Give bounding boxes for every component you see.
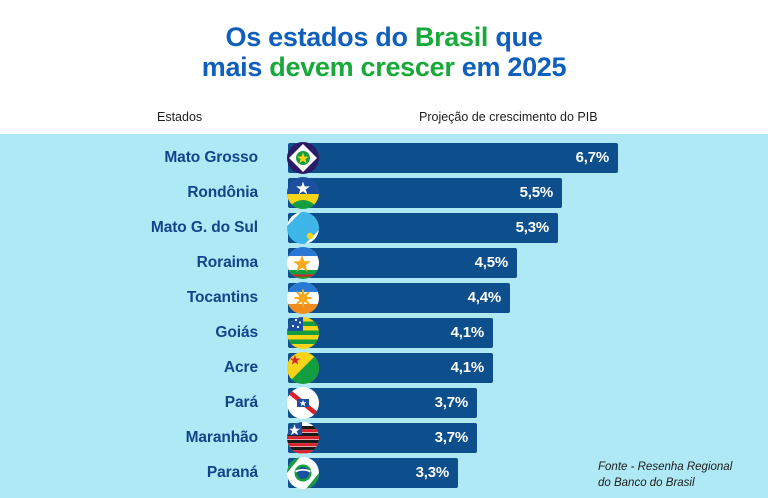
state-name-label: Paraná xyxy=(206,464,258,481)
bar-container: 3,3% xyxy=(287,457,458,489)
table-row: Paraná 3,3% xyxy=(0,457,768,489)
table-row: Maranhão 3,7% xyxy=(0,422,768,454)
bar-value-label: 3,3% xyxy=(415,464,450,481)
state-name-label: Acre xyxy=(223,359,258,376)
rondonia-flag-icon xyxy=(287,177,319,209)
state-name-label: Mato Grosso xyxy=(164,149,258,166)
bar-container: 5,3% xyxy=(287,212,558,244)
source-line-1: Fonte - Resenha Regional xyxy=(598,461,733,473)
state-name-label: Mato G. do Sul xyxy=(150,219,258,236)
table-row: Tocantins 4,4% xyxy=(0,282,768,314)
bar-segment: 4,4% xyxy=(288,283,510,313)
table-row: Pará 3,7% xyxy=(0,387,768,419)
title-line-2: mais devem crescer em 2025 xyxy=(0,52,768,82)
column-header-projection: Projeção de crescimento do PIB xyxy=(419,110,598,124)
title-text-3: mais xyxy=(201,52,270,83)
state-name-label: Tocantins xyxy=(186,289,258,306)
state-name-label: Roraima xyxy=(196,254,258,271)
column-header-states: Estados xyxy=(157,110,203,124)
acre-flag-icon xyxy=(287,352,319,384)
bar-segment: 3,7% xyxy=(288,423,477,453)
source-line-2: do Banco do Brasil xyxy=(598,476,695,489)
bar-value-label: 4,1% xyxy=(450,324,485,341)
bar-value-label: 3,7% xyxy=(434,394,469,411)
table-row: Goiás 4,1% xyxy=(0,317,768,349)
state-name-label: Goiás xyxy=(215,324,258,341)
para-flag-icon xyxy=(287,387,319,419)
bar-segment: 4,5% xyxy=(288,248,517,278)
table-row: Mato Grosso 6,7% xyxy=(0,142,768,174)
table-row: Acre 4,1% xyxy=(0,352,768,384)
bar-value-label: 5,3% xyxy=(515,219,550,236)
title-line-1: Os estados do Brasil que xyxy=(0,22,768,52)
bar-segment: 4,1% xyxy=(288,353,493,383)
table-row: Mato G. do Sul 5,3% xyxy=(0,212,768,244)
bar-segment: 6,7% xyxy=(288,143,618,173)
title-text-1: Os estados do xyxy=(225,22,415,52)
bar-container: 6,7% xyxy=(287,142,618,174)
bar-segment: 4,1% xyxy=(288,318,493,348)
bar-container: 4,1% xyxy=(287,352,493,384)
bar-value-label: 5,5% xyxy=(519,184,554,201)
bar-container: 4,4% xyxy=(287,282,510,314)
title-text-2: que xyxy=(488,22,543,52)
state-name-label: Rondônia xyxy=(187,184,258,201)
parana-flag-icon xyxy=(287,457,319,489)
bar-value-label: 6,7% xyxy=(575,149,610,166)
bar-segment: 5,5% xyxy=(288,178,562,208)
bar-value-label: 4,4% xyxy=(467,289,502,306)
table-row: Rondônia 5,5% xyxy=(0,177,768,209)
bar-value-label: 3,7% xyxy=(434,429,469,446)
bar-container: 4,5% xyxy=(287,247,517,279)
title-highlight-devem-crescer: devem crescer xyxy=(269,52,455,83)
state-name-label: Pará xyxy=(224,394,258,411)
tocantins-flag-icon xyxy=(287,282,319,314)
bar-container: 5,5% xyxy=(287,177,562,209)
bar-segment: 3,7% xyxy=(288,388,477,418)
maranhao-flag-icon xyxy=(287,422,319,454)
source-note: Fonte - Resenha Regional do Banco do Bra… xyxy=(598,460,763,492)
bar-container: 3,7% xyxy=(287,387,477,419)
mato-grosso-flag-icon xyxy=(287,142,319,174)
bar-container: 4,1% xyxy=(287,317,493,349)
bar-container: 3,7% xyxy=(287,422,477,454)
bar-value-label: 4,5% xyxy=(474,254,509,271)
goias-flag-icon xyxy=(287,317,319,349)
roraima-flag-icon xyxy=(287,247,319,279)
title-highlight-brasil: Brasil xyxy=(414,22,489,52)
page-title: Os estados do Brasil que mais devem cres… xyxy=(0,22,768,82)
state-name-label: Maranhão xyxy=(185,429,259,446)
mato-grosso-do-sul-flag-icon xyxy=(287,212,319,244)
bar-segment: 5,3% xyxy=(288,213,558,243)
table-row: Roraima 4,5% xyxy=(0,247,768,279)
bar-value-label: 4,1% xyxy=(450,359,485,376)
bar-chart: Mato Grosso 6,7% Rondônia 5,5% Mato G. do Su… xyxy=(0,134,768,498)
title-text-4: em 2025 xyxy=(454,52,567,83)
column-header-band: Estados Projeção de crescimento do PIB xyxy=(0,104,768,134)
